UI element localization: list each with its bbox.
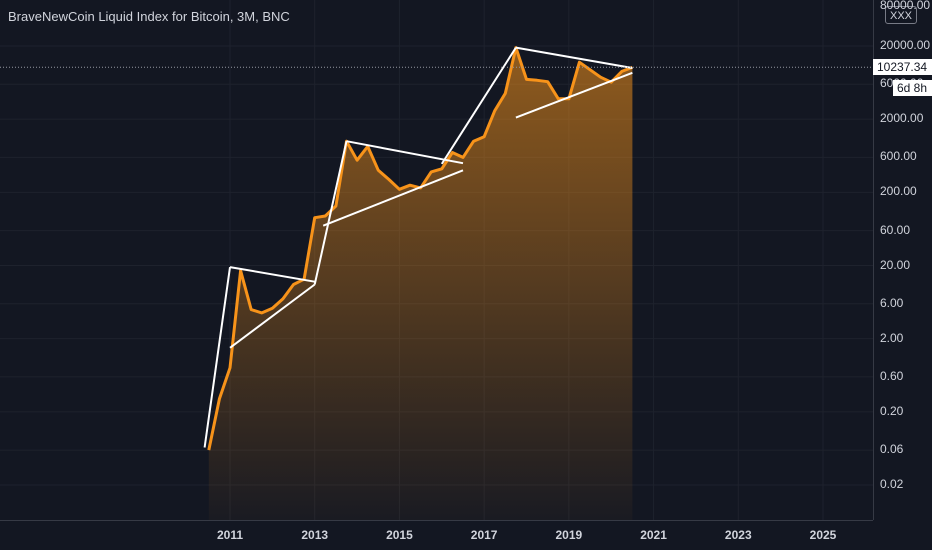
price-axis-divider [873, 0, 874, 520]
trendline[interactable] [322, 169, 464, 227]
trendline[interactable] [229, 266, 315, 283]
y-tick-label: 2.00 [880, 330, 904, 345]
y-tick-label: 600.00 [880, 149, 917, 164]
trendline[interactable] [440, 47, 517, 165]
y-tick-label: 2000.00 [880, 111, 924, 126]
y-tick-label: 6.00 [880, 295, 904, 310]
currency-badge[interactable]: XXX [885, 6, 917, 24]
price-axis-top-label: 80000.00 [880, 0, 931, 12]
trendline[interactable] [313, 140, 348, 285]
area-fill [208, 47, 633, 520]
bar-countdown-label: 6d 8h [893, 80, 932, 96]
x-tick-label: 2019 [555, 528, 583, 542]
x-tick-label: 2011 [216, 528, 244, 542]
time-axis-divider [0, 520, 873, 521]
x-tick-label: 2021 [640, 528, 667, 542]
y-tick-label: 20.00 [880, 257, 911, 272]
trendline[interactable] [515, 71, 633, 119]
y-tick-label: 200.00 [880, 184, 917, 199]
y-tick-label: 0.20 [880, 403, 904, 418]
y-tick-label: 0.60 [880, 368, 904, 383]
trendline[interactable] [515, 46, 633, 69]
x-tick-label: 2015 [386, 528, 413, 542]
chart-title: BraveNewCoin Liquid Index for Bitcoin, 3… [8, 9, 290, 24]
trendlines-layer [203, 46, 633, 448]
current-price-label: 10237.34 [873, 59, 932, 75]
y-tick-label: 20000.00 [880, 38, 931, 52]
x-tick-label: 2013 [301, 528, 329, 542]
x-tick-label: 2017 [470, 528, 498, 542]
price-area [208, 47, 633, 520]
trendline[interactable] [203, 266, 231, 448]
x-tick-label: 2023 [724, 528, 752, 542]
trendline[interactable] [229, 283, 316, 349]
y-tick-label: 0.06 [880, 442, 904, 457]
y-tick-label: 60.00 [880, 222, 911, 237]
y-tick-label: 0.02 [880, 477, 904, 491]
x-tick-label: 2025 [809, 528, 837, 542]
